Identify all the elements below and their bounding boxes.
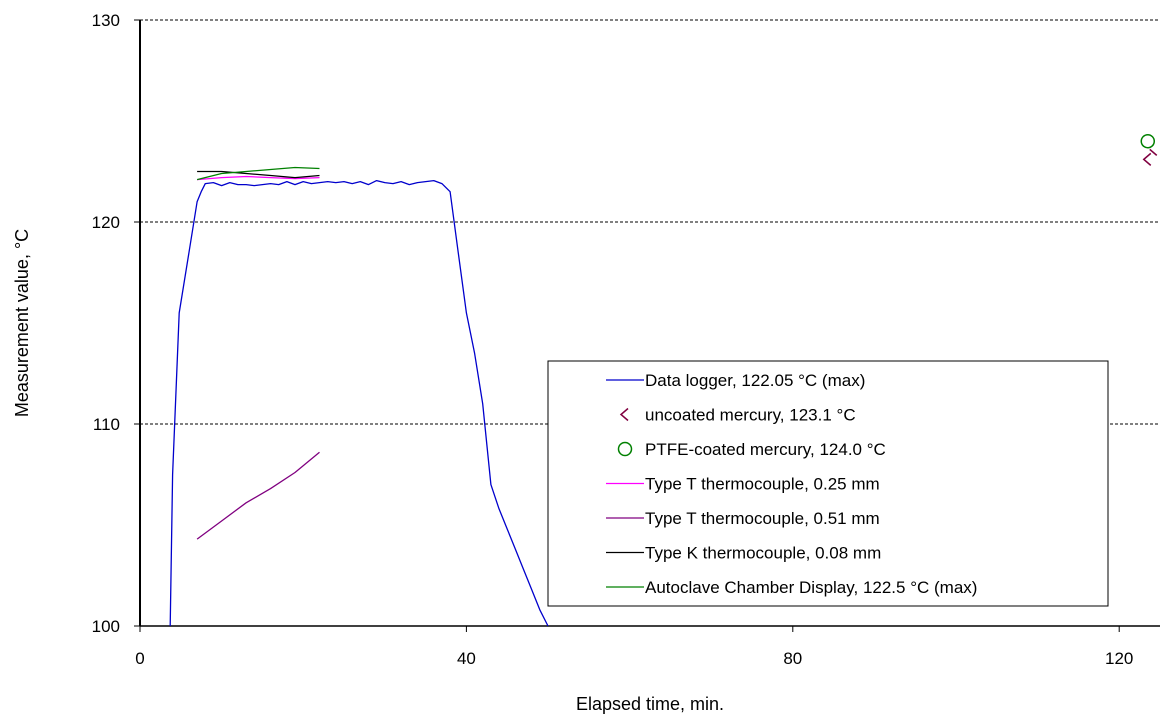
legend-label-3: Type T thermocouple, 0.25 mm — [645, 475, 880, 494]
legend-label-4: Type T thermocouple, 0.51 mm — [645, 509, 880, 528]
x-tick-label-120: 120 — [1105, 649, 1133, 668]
x-tick-label-40: 40 — [457, 649, 476, 668]
series-1-point-0 — [1142, 152, 1152, 166]
tick-labels: 100 110 120 130 0 40 80 120 — [92, 11, 1134, 668]
legend: Data logger, 122.05 °C (max) uncoated mer… — [547, 360, 1109, 607]
legend-swatch-1 — [619, 407, 629, 422]
legend-swatch-2 — [617, 441, 633, 457]
series-1-point-0-tail — [1149, 148, 1158, 156]
legend-label-1: uncoated mercury, 123.1 °C — [645, 406, 856, 425]
legend-label-0: Data logger, 122.05 °C (max) — [645, 371, 865, 390]
series-2-point-0 — [1140, 133, 1156, 149]
legend-label-5: Type K thermocouple, 0.08 mm — [645, 544, 881, 563]
series-4-line — [196, 451, 320, 540]
y-tick-label-100: 100 — [92, 617, 120, 636]
y-tick-label-110: 110 — [93, 415, 120, 434]
series-6-line — [196, 166, 320, 181]
legend-label-2: PTFE-coated mercury, 124.0 °C — [645, 440, 886, 459]
legend-label-6: Autoclave Chamber Display, 122.5 °C (max… — [645, 578, 977, 597]
y-tick-label-120: 120 — [92, 213, 120, 232]
x-tick-label-80: 80 — [783, 649, 802, 668]
axes — [139, 20, 1160, 627]
x-axis-label: Elapsed time, min. — [576, 694, 724, 714]
plot-area — [169, 133, 1158, 627]
y-tick-label-130: 130 — [92, 11, 120, 30]
series-5-line — [197, 170, 320, 179]
x-tick-label-0: 0 — [135, 649, 144, 668]
series-3-line — [197, 175, 320, 181]
series-0-line — [169, 179, 549, 627]
y-axis-label: Measurement value, °C — [12, 229, 32, 417]
